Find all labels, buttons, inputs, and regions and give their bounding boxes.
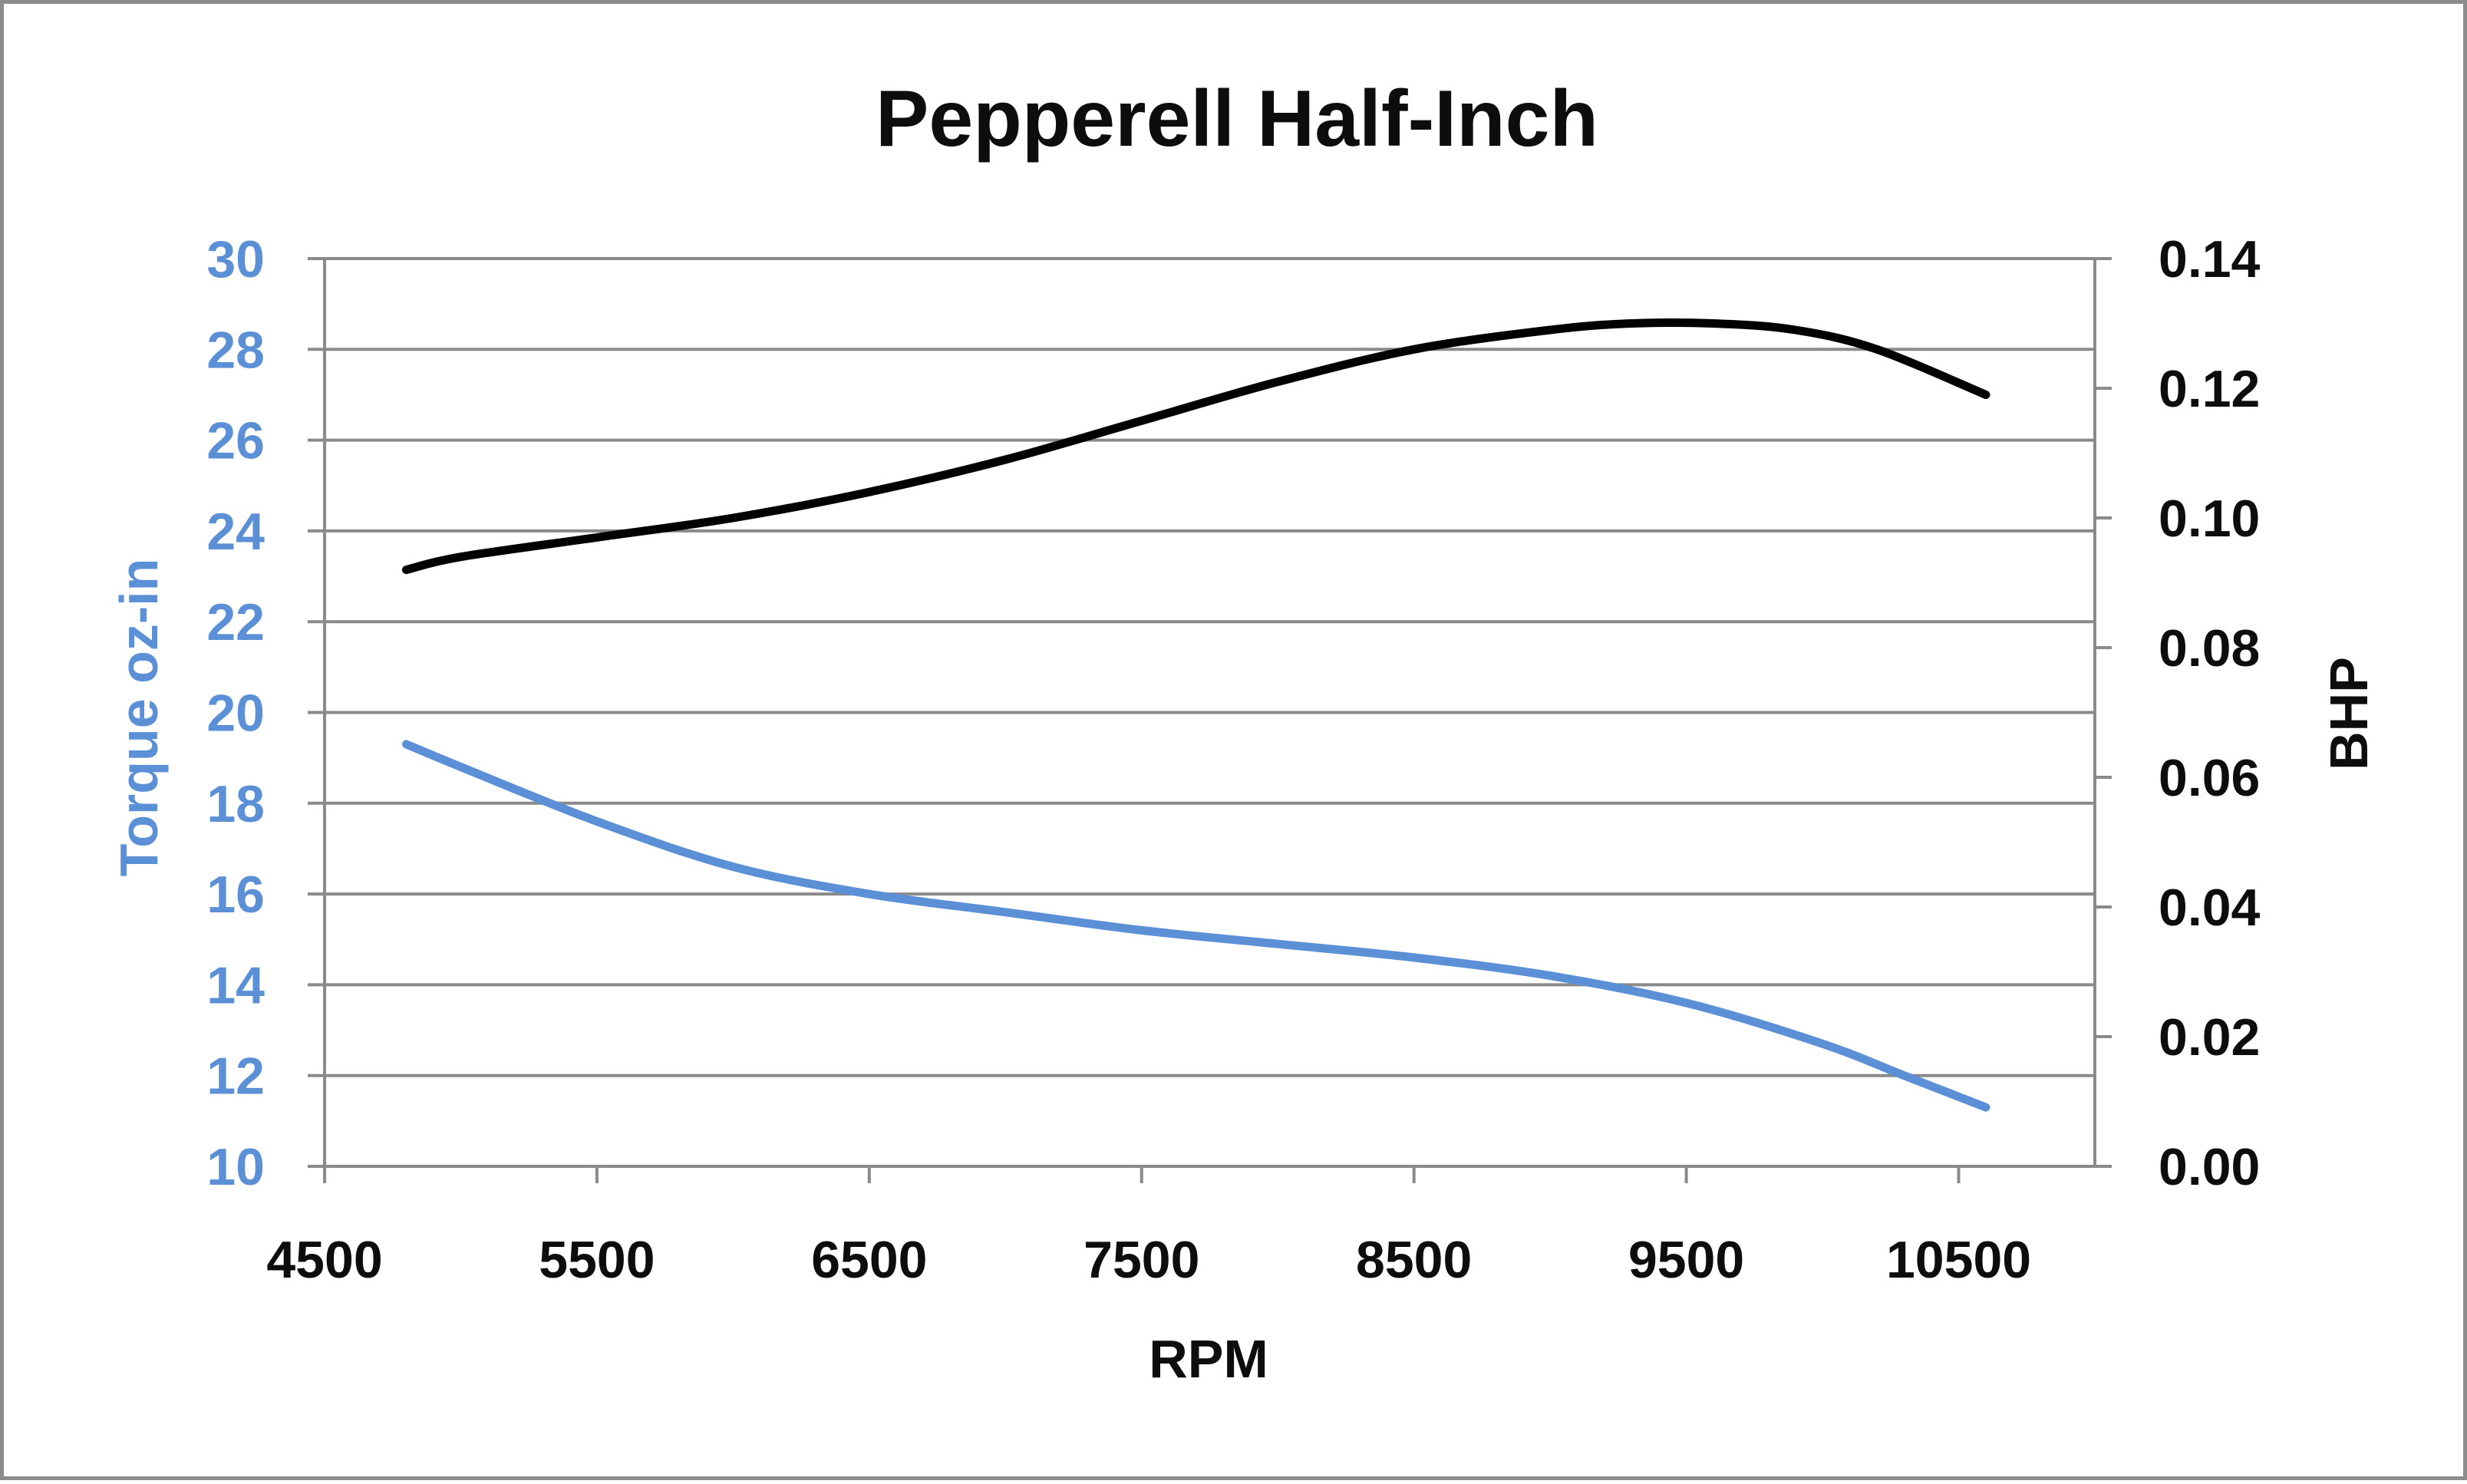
y-tick-label: 14 [206, 956, 265, 1014]
axes-layer [308, 257, 2112, 1183]
x-tick-label: 9500 [1628, 1231, 1744, 1289]
y2-axis-label: BHP [2319, 657, 2379, 770]
y-tick-label: 26 [206, 412, 265, 470]
chart-title: Pepperell Half-Inch [876, 74, 1598, 163]
y-tick-label: 22 [206, 593, 265, 651]
x-tick-label: 4500 [266, 1231, 382, 1289]
x-tick-label: 7500 [1083, 1231, 1199, 1289]
y2-tick-label: 0.06 [2159, 749, 2260, 807]
x-tick-label: 10500 [1886, 1231, 2031, 1289]
y2-tick-label: 0.14 [2159, 230, 2261, 289]
grid-layer [325, 257, 2095, 1077]
torque-series-line [402, 740, 1990, 1112]
y-tick-label: 18 [206, 775, 265, 833]
y-tick-label: 30 [206, 230, 265, 289]
y2-tick-label: 0.02 [2159, 1008, 2260, 1067]
y-tick-label: 28 [206, 321, 265, 379]
y-tick-label: 12 [206, 1047, 265, 1106]
y2-tick-label: 0.08 [2159, 619, 2260, 678]
y2-tick-label: 0.00 [2159, 1138, 2260, 1196]
tick-layer: 30 28 26 24 22 20 18 16 14 12 10 0.14 0.12 0.10 0.08 0.… [206, 230, 2260, 1289]
y-tick-label: 10 [206, 1138, 265, 1196]
x-tick-label: 6500 [811, 1231, 927, 1289]
x-tick-label: 5500 [539, 1231, 655, 1289]
y-axis-label: Torque oz-in [109, 559, 169, 877]
x-tick-label: 8500 [1356, 1231, 1472, 1289]
y2-tick-label: 0.10 [2159, 490, 2260, 548]
y2-tick-label: 0.04 [2159, 879, 2261, 937]
bhp-series-line [402, 318, 1990, 575]
y-tick-label: 24 [206, 503, 265, 561]
y2-tick-label: 0.12 [2159, 360, 2260, 418]
y-tick-label: 20 [206, 684, 265, 743]
series-layer [402, 318, 1990, 1112]
chart-svg: Pepperell Half-Inch 30 28 26 24 22 20 18 16 14 12… [109, 74, 2379, 1389]
y-tick-label: 16 [206, 866, 265, 924]
x-axis-label: RPM [1149, 1329, 1268, 1389]
